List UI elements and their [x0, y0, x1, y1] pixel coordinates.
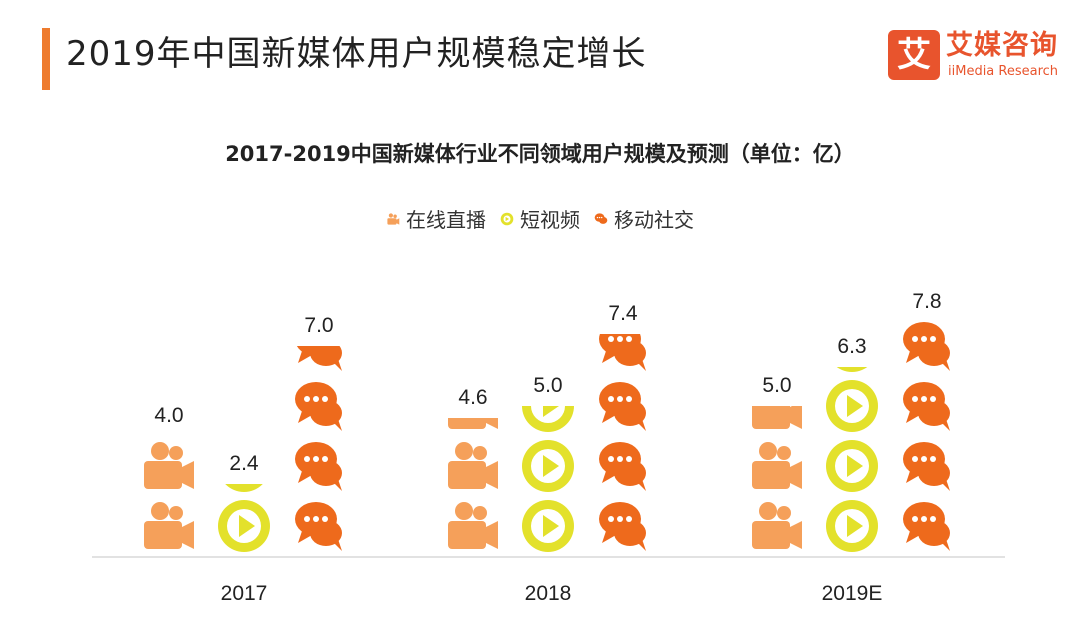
- bar-mark-social-0-3: [296, 346, 342, 371]
- bar-mark-video-2-1: [826, 440, 878, 492]
- bar-social-2017-chat-bubble-icon-3: [295, 382, 342, 431]
- bar-social-2017-chat-bubble-icon-4: [296, 346, 342, 371]
- bar-video-2018-play-button-icon-1: [522, 500, 574, 552]
- bar-social-2018-chat-bubble-icon-4: [599, 334, 646, 371]
- bar-live-2018-video-camera-icon-1: [448, 502, 498, 549]
- brand-name: 艾媒咨询: [946, 30, 1058, 61]
- bar-video-2018-play-button-icon-3: [522, 406, 574, 432]
- bar-social-2019E-chat-bubble-icon-1: [903, 502, 950, 551]
- data-label-social-2: 7.8: [912, 290, 941, 313]
- bar-mark-social-2-3: [903, 322, 950, 371]
- bar-live-2018-video-camera-icon-3: [448, 418, 498, 429]
- bar-mark-live-0-1: [144, 442, 194, 489]
- bar-mark-live-2-0: [752, 502, 802, 549]
- bar-video-2019E-play-button-icon-4: [836, 367, 868, 372]
- video-camera-icon: [387, 212, 400, 225]
- bar-mark-live-1-0: [448, 502, 498, 549]
- legend-item-social: 移动社交: [594, 204, 694, 233]
- title-accent-bar: [42, 28, 50, 90]
- bar-mark-social-0-2: [295, 382, 342, 431]
- legend-item-video: 短视频: [500, 204, 580, 233]
- bar-social-2019E-chat-bubble-icon-4: [903, 322, 950, 371]
- data-label-live-0: 4.0: [154, 404, 183, 427]
- bar-mark-social-0-0: [295, 502, 342, 551]
- chart-title: 2017-2019中国新媒体行业不同领域用户规模及预测（单位：亿）: [225, 142, 855, 166]
- data-label-video-1: 5.0: [533, 374, 562, 397]
- bar-mark-live-1-1: [448, 442, 498, 489]
- bar-mark-live-1-2: [448, 418, 498, 429]
- x-tick-label-2: 2019E: [822, 582, 883, 605]
- bar-video-2019E-play-button-icon-1: [826, 500, 878, 552]
- bar-mark-social-0-1: [295, 442, 342, 491]
- bar-mark-live-2-1: [752, 442, 802, 489]
- legend-label-live: 在线直播: [406, 208, 486, 232]
- bar-social-2018-chat-bubble-icon-3: [599, 382, 646, 431]
- data-label-video-2: 6.3: [837, 335, 866, 358]
- brand-mark-icon: 艾: [888, 30, 940, 80]
- data-label-live-2: 5.0: [762, 374, 791, 397]
- bar-video-2017-play-button-icon-2: [225, 484, 263, 492]
- bar-social-2017-chat-bubble-icon-1: [295, 502, 342, 551]
- legend-label-video: 短视频: [520, 208, 580, 232]
- chart-legend: 在线直播 短视频 移动社交: [0, 204, 1080, 233]
- bar-live-2019E-video-camera-icon-2: [752, 442, 802, 489]
- bar-mark-video-1-0: [522, 500, 574, 552]
- bar-mark-social-1-1: [599, 442, 646, 491]
- bar-video-2019E-play-button-icon-2: [826, 440, 878, 492]
- bar-mark-social-1-3: [599, 334, 646, 371]
- data-label-live-1: 4.6: [458, 386, 487, 409]
- bar-mark-social-2-2: [903, 382, 950, 431]
- bar-live-2019E-video-camera-icon-1: [752, 502, 802, 549]
- bar-mark-video-2-2: [826, 380, 878, 432]
- bar-video-2017-play-button-icon-1: [218, 500, 270, 552]
- data-label-social-0: 7.0: [304, 314, 333, 337]
- page-title: 2019年中国新媒体用户规模稳定增长: [66, 34, 647, 74]
- bar-live-2017-video-camera-icon-1: [144, 502, 194, 549]
- bar-social-2017-chat-bubble-icon-2: [295, 442, 342, 491]
- bar-video-2019E-play-button-icon-3: [826, 380, 878, 432]
- bar-mark-video-0-0: [218, 500, 270, 552]
- bar-live-2018-video-camera-icon-2: [448, 442, 498, 489]
- legend-item-live: 在线直播: [386, 204, 486, 233]
- bar-live-2017-video-camera-icon-2: [144, 442, 194, 489]
- bar-social-2018-chat-bubble-icon-1: [599, 502, 646, 551]
- bar-video-2018-play-button-icon-2: [522, 440, 574, 492]
- x-tick-label-1: 2018: [525, 582, 572, 605]
- chat-bubble-icon: [594, 212, 608, 224]
- bar-mark-video-2-3: [836, 367, 868, 372]
- bar-mark-video-2-0: [826, 500, 878, 552]
- bar-social-2019E-chat-bubble-icon-2: [903, 442, 950, 491]
- bar-mark-video-1-1: [522, 440, 574, 492]
- play-button-icon: [500, 212, 514, 225]
- data-label-video-0: 2.4: [229, 452, 259, 475]
- bar-mark-live-0-0: [144, 502, 194, 549]
- bar-social-2018-chat-bubble-icon-2: [599, 442, 646, 491]
- bar-mark-live-2-2: [752, 406, 802, 429]
- legend-label-social: 移动社交: [614, 208, 694, 232]
- bar-mark-video-0-1: [225, 484, 263, 492]
- data-label-social-1: 7.4: [608, 302, 638, 325]
- brand-name-en: iiMedia Research: [948, 64, 1059, 79]
- bar-live-2019E-video-camera-icon-3: [752, 406, 802, 429]
- x-tick-label-0: 2017: [221, 582, 268, 605]
- bar-mark-video-1-2: [522, 406, 574, 432]
- bar-social-2019E-chat-bubble-icon-3: [903, 382, 950, 431]
- bar-mark-social-2-1: [903, 442, 950, 491]
- bar-mark-social-2-0: [903, 502, 950, 551]
- bar-mark-social-1-2: [599, 382, 646, 431]
- bar-mark-social-1-0: [599, 502, 646, 551]
- brand-logo: 艾 艾媒咨询 iiMedia Research: [888, 30, 1068, 84]
